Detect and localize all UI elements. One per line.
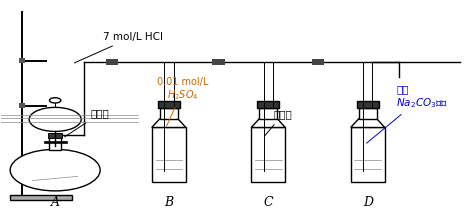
Bar [49,136,61,150]
Bar [48,133,62,138]
Circle shape [29,107,81,131]
Text: 7 mol/L HCl: 7 mol/L HCl [74,32,162,63]
Bar [257,101,279,108]
Text: 浓硫酸: 浓硫酸 [265,110,292,136]
Bar [259,108,277,119]
Bar [19,58,25,63]
Bar [160,108,178,119]
Polygon shape [351,119,385,127]
Bar [154,153,184,181]
Text: C: C [264,196,273,209]
Bar [253,153,284,181]
Bar [357,101,379,108]
Bar [359,108,377,119]
Bar [106,59,118,65]
Wedge shape [33,119,77,130]
Bar [212,59,225,65]
Text: B: B [164,196,173,209]
Text: 0.01 mol/L
$H_2SO_4$: 0.01 mol/L $H_2SO_4$ [157,77,209,126]
Bar [251,127,285,182]
Bar [352,153,383,181]
Polygon shape [251,119,285,127]
Text: A: A [51,196,60,209]
Bar [312,59,324,65]
Circle shape [49,98,61,103]
Text: 饱和
$Na_2CO_3$溶液: 饱和 $Na_2CO_3$溶液 [367,84,448,143]
Polygon shape [152,119,186,127]
Text: 碳酸钙: 碳酸钙 [65,108,109,137]
Bar [19,103,25,108]
Text: D: D [363,196,373,209]
Wedge shape [22,170,88,188]
Bar [10,195,72,200]
Circle shape [10,149,100,191]
Bar [158,101,180,108]
Bar [152,127,186,182]
Bar [351,127,385,182]
